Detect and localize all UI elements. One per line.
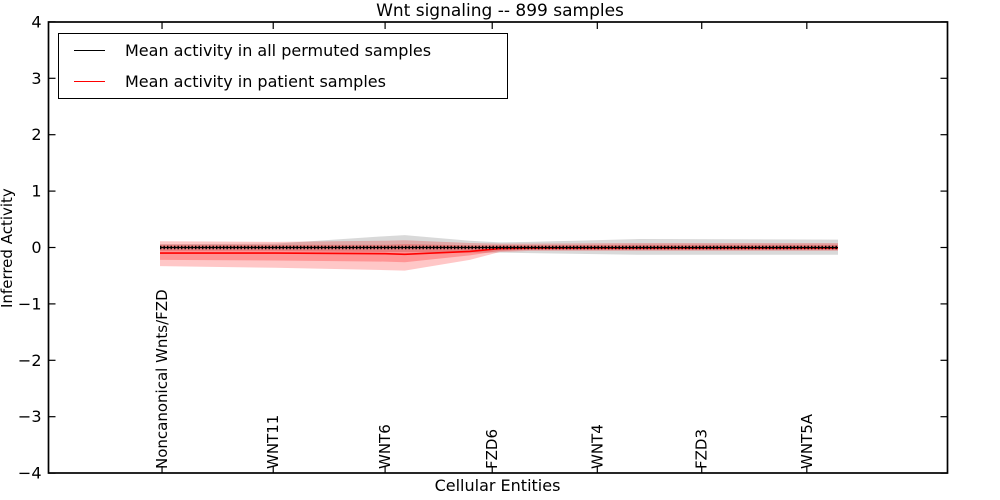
y-tick-label: 2: [31, 125, 41, 144]
legend-item-label: Mean activity in patient samples: [125, 72, 386, 92]
x-tick-label: WNT6: [376, 424, 394, 469]
y-tick-label: 0: [31, 238, 41, 257]
y-tick-label: 1: [31, 182, 41, 201]
legend-item-permuted: Mean activity in all permuted samples: [59, 35, 507, 65]
x-tick-label: WNT5A: [798, 413, 816, 469]
x-tick-label: Noncanonical Wnts/FZD: [153, 289, 171, 469]
y-tick-label: 3: [31, 69, 41, 88]
y-tick-label: −3: [18, 407, 42, 426]
permuted-line-swatch: [74, 49, 105, 51]
x-tick-label: FZD6: [483, 429, 501, 469]
x-axis-label: Cellular Entities: [434, 476, 561, 495]
legend: Mean activity in all permuted samples Me…: [58, 33, 508, 99]
patient-line-swatch: [74, 81, 105, 83]
x-tick-label: FZD3: [693, 429, 711, 469]
y-tick-label: −4: [18, 464, 42, 483]
x-tick-label: WNT11: [264, 415, 282, 469]
legend-item-label: Mean activity in all permuted samples: [125, 40, 432, 60]
x-tick-label: WNT4: [588, 424, 606, 469]
legend-item-patient: Mean activity in patient samples: [59, 67, 507, 97]
y-tick-label: 4: [31, 12, 41, 31]
chart-title: Wnt signaling -- 899 samples: [376, 1, 624, 21]
permuted-std-band: [160, 235, 838, 255]
y-tick-label: −1: [18, 294, 42, 313]
y-tick-label: −2: [18, 351, 42, 370]
